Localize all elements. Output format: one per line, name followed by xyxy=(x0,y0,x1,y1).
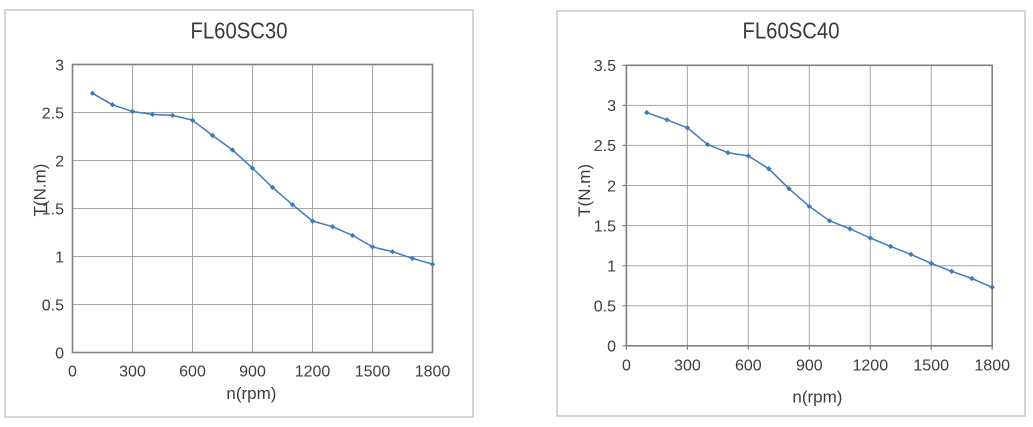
svg-text:1500: 1500 xyxy=(355,363,391,380)
svg-text:3: 3 xyxy=(607,98,616,115)
svg-text:900: 900 xyxy=(796,357,823,374)
svg-text:1: 1 xyxy=(55,249,64,266)
svg-text:2.5: 2.5 xyxy=(594,138,616,155)
svg-text:2.5: 2.5 xyxy=(42,105,64,122)
svg-text:3.5: 3.5 xyxy=(594,58,616,75)
svg-text:1200: 1200 xyxy=(295,363,331,380)
svg-text:1.5: 1.5 xyxy=(42,201,64,218)
svg-text:2: 2 xyxy=(607,178,616,195)
svg-text:300: 300 xyxy=(674,357,701,374)
svg-text:n(rpm): n(rpm) xyxy=(226,384,276,403)
svg-text:3: 3 xyxy=(55,57,64,74)
svg-text:900: 900 xyxy=(239,363,266,380)
svg-text:300: 300 xyxy=(119,363,146,380)
svg-text:0: 0 xyxy=(622,357,631,374)
svg-text:T(N.m): T(N.m) xyxy=(31,164,50,217)
svg-text:0: 0 xyxy=(607,339,616,356)
svg-text:1.5: 1.5 xyxy=(594,218,616,235)
svg-text:T(N.m): T(N.m) xyxy=(575,164,594,217)
svg-text:1: 1 xyxy=(607,258,616,275)
svg-text:0: 0 xyxy=(68,363,77,380)
svg-text:600: 600 xyxy=(179,363,206,380)
svg-text:2: 2 xyxy=(55,153,64,170)
svg-text:1500: 1500 xyxy=(913,357,949,374)
svg-text:0.5: 0.5 xyxy=(594,298,616,315)
svg-text:1800: 1800 xyxy=(974,357,1010,374)
svg-text:600: 600 xyxy=(735,357,762,374)
svg-text:1200: 1200 xyxy=(853,357,889,374)
svg-text:FL60SC30: FL60SC30 xyxy=(191,18,288,44)
svg-text:0: 0 xyxy=(55,345,64,362)
svg-text:1800: 1800 xyxy=(415,363,451,380)
svg-text:FL60SC40: FL60SC40 xyxy=(743,18,840,44)
svg-text:0.5: 0.5 xyxy=(42,297,64,314)
svg-text:n(rpm): n(rpm) xyxy=(792,387,842,406)
